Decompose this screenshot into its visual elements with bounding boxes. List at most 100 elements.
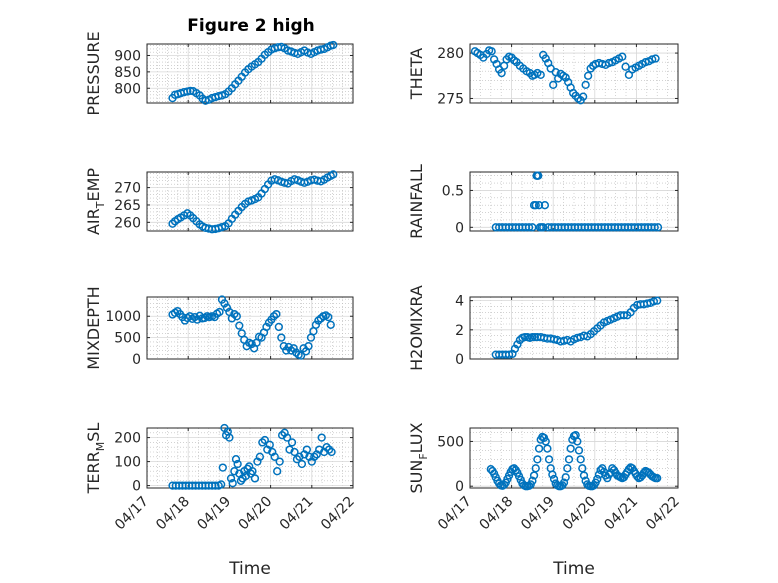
data-point — [272, 309, 281, 319]
data-point — [544, 455, 554, 464]
y-axis-label-main: MIXDEPTH — [84, 286, 103, 369]
data-point — [247, 339, 256, 349]
data-point — [222, 303, 232, 312]
subplot-4: 0 0.5 RAINFALL — [407, 164, 679, 239]
data-point — [548, 470, 557, 479]
data-point — [510, 344, 520, 353]
data-point — [324, 312, 333, 322]
xtick-label: 04/19 — [518, 494, 558, 534]
data-point — [228, 479, 237, 488]
data-point — [533, 455, 542, 464]
xtick-label: 04/17 — [435, 494, 475, 534]
data-point — [225, 433, 234, 442]
axes-frame — [469, 43, 679, 104]
y-axis-label-subscript: M — [94, 442, 107, 452]
data-point — [549, 474, 559, 484]
y-axis-label: RAINFALL — [407, 164, 426, 239]
y-axis-label: H2OMIXRA — [407, 285, 426, 371]
data-point — [317, 433, 326, 442]
ytick-label: 0 — [455, 220, 464, 236]
ytick-label: 4 — [455, 294, 464, 310]
series-markers — [168, 423, 336, 490]
data-point — [217, 480, 226, 489]
data-point — [273, 467, 282, 476]
y-axis-label: SUNFLUX — [407, 422, 430, 493]
data-point — [258, 438, 267, 447]
data-point — [528, 332, 537, 342]
data-point — [576, 455, 585, 464]
data-point — [218, 463, 227, 472]
xtick-label: 04/18 — [477, 494, 517, 534]
data-point — [287, 438, 297, 447]
data-point — [327, 447, 336, 457]
data-point — [302, 445, 312, 454]
data-point — [226, 474, 236, 483]
ytick-label: 900 — [114, 48, 141, 64]
series-markers — [486, 431, 662, 491]
xtick-label: 04/20 — [236, 494, 276, 534]
y-axis-label: MIXDEPTH — [84, 286, 103, 369]
grid-lines — [469, 43, 679, 103]
x-axis-label: Time — [228, 559, 271, 579]
y-axis-label-rest: LUX — [407, 422, 426, 453]
xtick-label: 04/21 — [277, 494, 317, 534]
y-axis-label-main: PRESSURE — [84, 31, 103, 115]
data-point — [566, 444, 575, 453]
data-point — [653, 223, 663, 232]
y-axis-label-subscript: F — [417, 453, 430, 459]
data-point — [255, 452, 265, 461]
data-point — [534, 201, 544, 210]
y-axis-label-main: THETA — [407, 48, 426, 100]
ytick-label: 265 — [114, 198, 141, 214]
y-axis-label: PRESSURE — [84, 31, 103, 115]
axes-frame — [469, 427, 679, 489]
data-point — [282, 433, 292, 442]
data-point — [536, 70, 545, 80]
data-point — [274, 322, 283, 332]
data-point — [543, 444, 552, 453]
axes-frame — [146, 296, 354, 360]
data-point — [524, 223, 534, 232]
data-point — [650, 223, 659, 232]
data-point — [296, 351, 306, 360]
ytick-label: 500 — [114, 331, 141, 347]
xtick-label: 04/17 — [112, 494, 152, 534]
data-point — [279, 342, 288, 351]
data-point — [232, 312, 241, 321]
series-markers — [168, 170, 338, 234]
data-point — [322, 443, 331, 452]
data-point — [513, 340, 522, 349]
data-point — [324, 445, 334, 454]
data-point — [579, 92, 588, 101]
xtick-label: 04/22 — [318, 494, 358, 534]
data-point — [265, 440, 274, 449]
y-axis-label-main: RAINFALL — [407, 164, 426, 239]
data-point — [583, 71, 593, 80]
ytick-label: 100 — [114, 455, 141, 471]
data-point — [487, 47, 496, 56]
ytick-label: 500 — [437, 434, 464, 450]
ytick-label: 800 — [114, 81, 141, 97]
ytick-label: 1000 — [105, 309, 141, 325]
data-point — [168, 219, 177, 228]
data-point — [227, 314, 237, 323]
y-axis-label-main: TERR — [84, 451, 103, 494]
data-point — [618, 52, 627, 61]
data-point — [624, 465, 634, 474]
y-axis-label-subscript: T — [94, 201, 107, 209]
axes-frame — [146, 43, 354, 104]
data-point — [262, 322, 271, 332]
ytick-label: 0 — [455, 352, 464, 368]
data-point — [235, 321, 244, 330]
subplot-6: 0 2 4 H2OMIXRA — [407, 285, 679, 371]
y-axis-label-rest: SL — [84, 423, 103, 442]
x-axis-label: Time — [552, 559, 595, 579]
data-point — [270, 452, 279, 461]
data-point — [641, 58, 650, 67]
ytick-label: 0 — [132, 479, 141, 495]
ytick-label: 850 — [114, 65, 141, 81]
y-axis-label-rest: EMP — [84, 168, 103, 202]
ytick-label: 270 — [114, 181, 141, 197]
